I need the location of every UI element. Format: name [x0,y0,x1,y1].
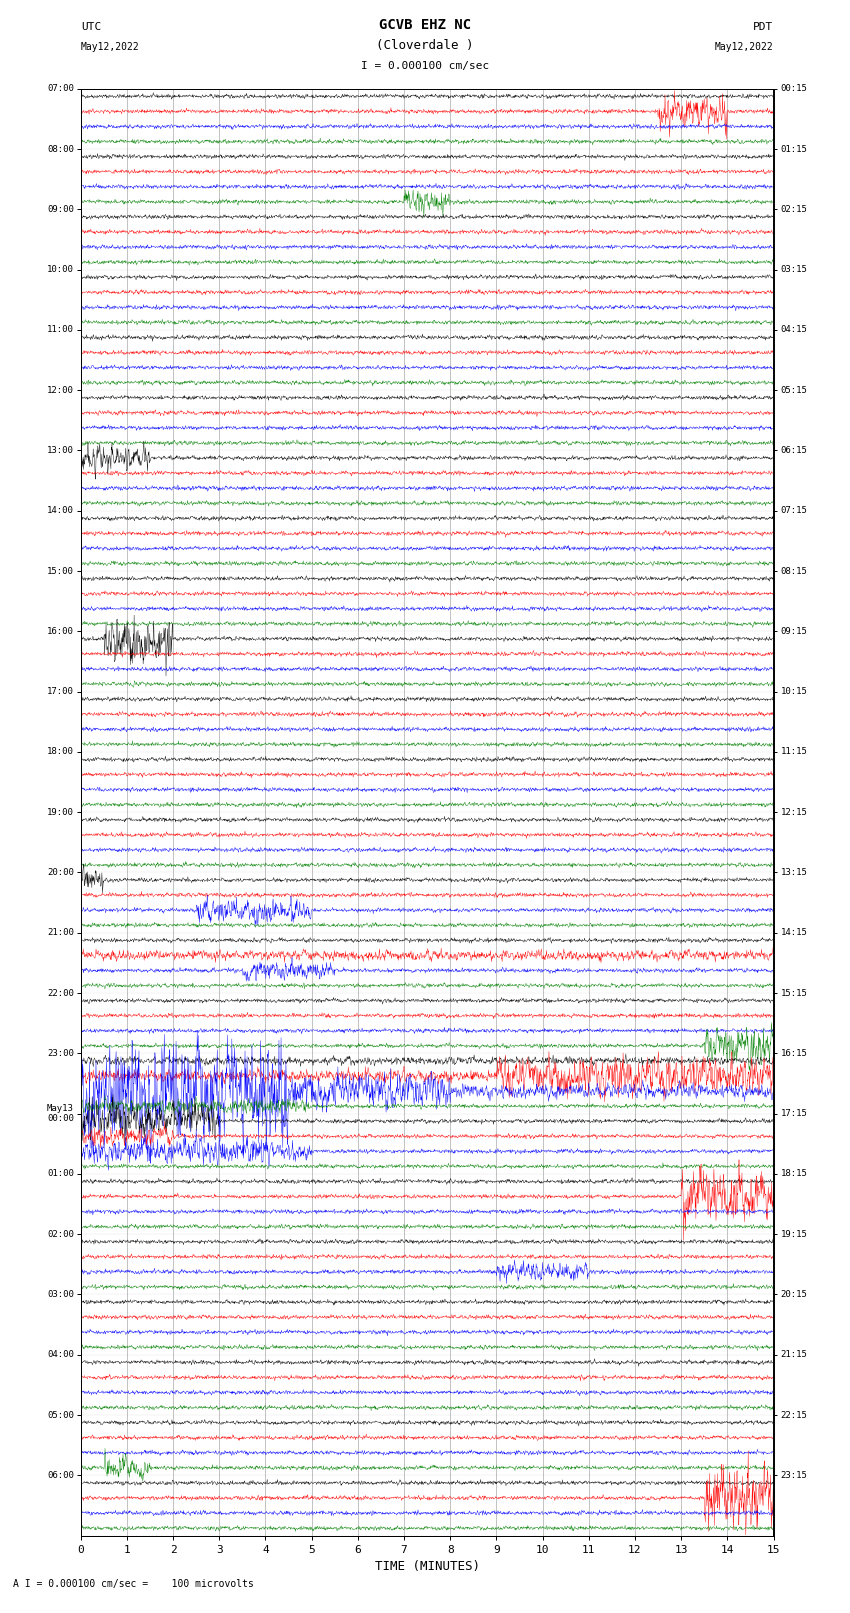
Text: PDT: PDT [753,23,774,32]
Text: GCVB EHZ NC: GCVB EHZ NC [379,18,471,32]
Text: May12,2022: May12,2022 [715,42,774,52]
Text: May12,2022: May12,2022 [81,42,139,52]
Text: UTC: UTC [81,23,101,32]
Text: (Cloverdale ): (Cloverdale ) [377,39,473,52]
Text: A I = 0.000100 cm/sec =    100 microvolts: A I = 0.000100 cm/sec = 100 microvolts [13,1579,253,1589]
X-axis label: TIME (MINUTES): TIME (MINUTES) [375,1560,479,1573]
Text: I = 0.000100 cm/sec: I = 0.000100 cm/sec [361,61,489,71]
